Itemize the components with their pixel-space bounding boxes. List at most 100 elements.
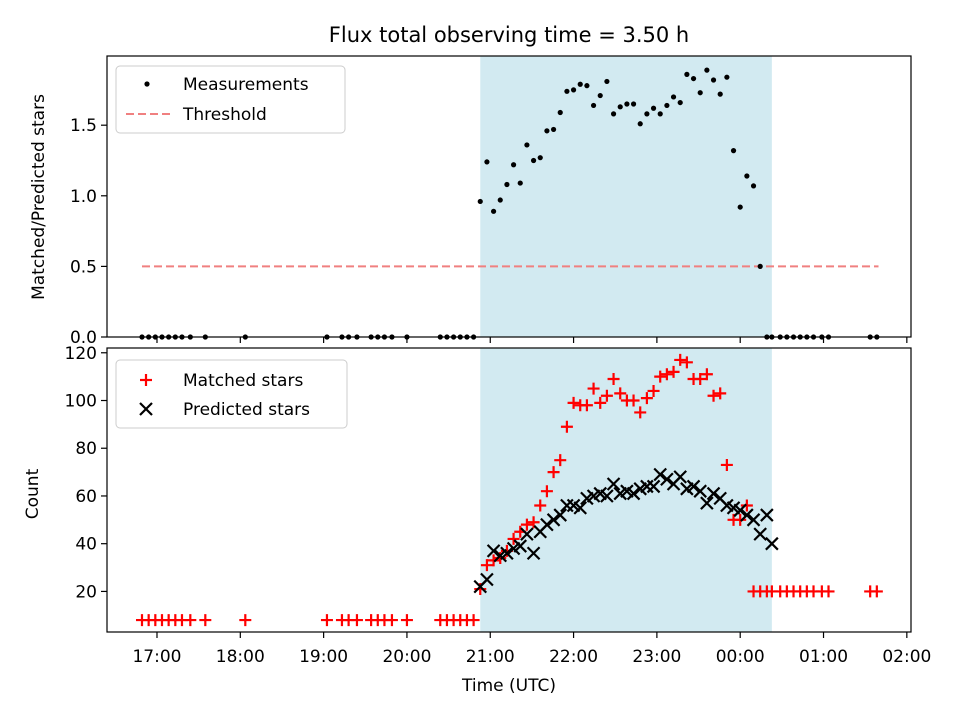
- predicted-star-point: [500, 546, 514, 561]
- matched-star-point: [527, 516, 540, 529]
- measurement-point: [597, 92, 603, 99]
- predicted-star-point: [573, 501, 588, 515]
- predicted-star-point: [660, 472, 674, 487]
- matched-star-point: [494, 552, 507, 565]
- measurement-point: [724, 74, 730, 80]
- top-ytick-label: 0.0: [70, 328, 97, 348]
- legend-predicted-label: Predicted stars: [183, 400, 310, 420]
- bottom-xtick-label: 18:00: [216, 647, 265, 667]
- measurement-point: [624, 101, 630, 107]
- bottom-plot-frame: [106, 347, 912, 633]
- measurement-point: [744, 173, 750, 179]
- bottom-xtick-label: 00:00: [716, 647, 765, 667]
- bottom-xtick-label: 20:00: [382, 647, 431, 667]
- measurement-point: [484, 159, 490, 165]
- measurement-point: [650, 105, 657, 111]
- matched-star-point: [654, 370, 667, 383]
- predicted-star-point: [760, 508, 774, 522]
- legend-measurements-label: Measurements: [183, 75, 309, 95]
- predicted-star-point: [540, 517, 554, 532]
- top-legend-box: [115, 65, 346, 134]
- matched-star-point: [694, 373, 707, 386]
- measurement-point: [530, 157, 537, 164]
- legend-threshold-label: Threshold: [182, 105, 267, 125]
- bottom-xtick-label: 17:00: [132, 647, 181, 667]
- predicted-star-point: [646, 479, 661, 494]
- measurement-point: [544, 128, 550, 134]
- measurement-point: [477, 198, 483, 205]
- bottom-xtick-label: 22:00: [549, 647, 598, 667]
- matched-star-point: [199, 614, 212, 627]
- measurement-point: [497, 197, 503, 203]
- top-ytick-label: 0.5: [70, 257, 97, 277]
- bottom-y-axis-label: Count: [23, 468, 43, 519]
- measurement-point: [710, 77, 717, 83]
- measurement-point: [590, 102, 597, 109]
- measurement-point: [564, 88, 570, 94]
- measurement-point: [657, 111, 663, 117]
- measurement-point: [730, 148, 737, 154]
- matched-star-point: [594, 396, 607, 409]
- measurement-point: [610, 111, 617, 117]
- matched-star-point: [600, 389, 613, 402]
- predicted-star-point: [480, 572, 494, 587]
- measurement-point: [577, 81, 583, 87]
- top-plot-frame: [106, 55, 912, 338]
- matched-star-point: [467, 614, 480, 627]
- measurement-point: [757, 263, 763, 269]
- top-legend: Measurements Threshold: [115, 65, 346, 134]
- matched-star-point: [614, 387, 627, 400]
- predicted-star-point: [486, 544, 501, 558]
- matched-star-point: [534, 499, 547, 512]
- measurement-point: [717, 91, 723, 97]
- bottom-ytick-label: 60: [75, 487, 97, 507]
- legend-predicted-marker: [139, 402, 153, 416]
- predicted-star-point: [513, 539, 528, 553]
- measurement-point: [684, 71, 690, 77]
- predicted-star-point: [526, 546, 541, 561]
- measurement-point: [584, 83, 590, 89]
- predicted-star-point: [733, 503, 747, 518]
- bottom-ytick-label: 20: [75, 582, 97, 602]
- bottom-y-ticks: 20 40 60 80 100 120: [65, 344, 107, 602]
- measurement-point: [677, 99, 683, 106]
- bottom-x-ticks: 17:00 18:00 19:00 20:00 21:00 22:00 23:00 00:00…: [132, 632, 931, 667]
- predicted-star-point: [520, 527, 534, 541]
- predicted-star-point: [686, 479, 701, 494]
- matched-star-point: [740, 499, 753, 512]
- bottom-marks: [135, 353, 883, 627]
- bottom-legend-box: [115, 359, 348, 429]
- measurement-point: [504, 181, 510, 188]
- matched-star-point: [480, 559, 493, 572]
- top-shaded-region: [480, 56, 772, 337]
- predicted-star-point: [600, 489, 614, 503]
- matched-star-point: [822, 585, 835, 598]
- matched-star-point: [487, 554, 500, 567]
- measurement-point: [550, 126, 557, 133]
- top-ytick-label: 1.0: [70, 187, 97, 207]
- matched-star-point: [385, 614, 398, 627]
- top-x-ticks: [156, 337, 908, 343]
- predicted-star-point: [765, 536, 779, 551]
- bottom-xtick-label: 01:00: [799, 647, 848, 667]
- matched-star-point: [700, 368, 713, 381]
- matched-star-point: [507, 532, 520, 545]
- bottom-xtick-label: 21:00: [466, 647, 515, 667]
- predicted-star-point: [546, 513, 561, 527]
- bottom-panel: 20 40 60 80 100 120 17:00 18:00 19:00 20:00 21:00…: [23, 344, 931, 696]
- predicted-star-point: [553, 508, 568, 522]
- predicted-star-point: [693, 484, 707, 498]
- measurement-point: [670, 94, 677, 100]
- bottom-ytick-label: 100: [65, 392, 97, 412]
- predicted-star-point: [753, 527, 767, 541]
- matched-star-point: [587, 382, 600, 395]
- matched-star-point: [667, 365, 680, 378]
- measurement-point: [697, 90, 703, 96]
- top-y-ticks: 0.0 0.5 1.0 1.5: [70, 116, 107, 348]
- predicted-star-point: [673, 470, 687, 484]
- measurement-point: [690, 75, 697, 82]
- predicted-star-point: [746, 513, 761, 527]
- matched-star-point: [184, 614, 197, 627]
- matched-star-point: [870, 585, 883, 598]
- matched-star-point: [674, 353, 687, 366]
